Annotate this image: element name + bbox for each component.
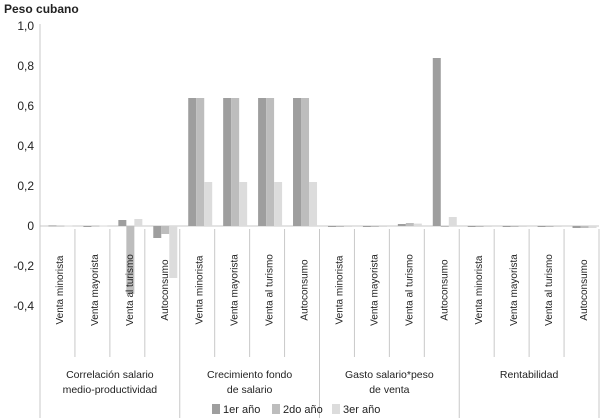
bar (161, 226, 170, 234)
bar (537, 226, 546, 227)
bar (440, 226, 449, 227)
bar (48, 225, 57, 227)
bar (432, 58, 441, 226)
category-label: Venta al turismo (265, 254, 276, 326)
bar (196, 98, 205, 226)
bar (378, 226, 387, 227)
y-tick-label: 0,6 (17, 99, 34, 113)
bar (188, 98, 197, 226)
bar (405, 223, 414, 226)
group-label: Crecimiento fondo (207, 369, 292, 381)
y-tick-label: -0,2 (13, 259, 34, 273)
bar (343, 226, 352, 227)
y-axis-title: Peso cubano (4, 2, 79, 16)
legend-swatch (272, 404, 280, 414)
bar (309, 182, 318, 226)
bar (448, 217, 457, 226)
bar (518, 226, 527, 227)
group-label: de salario (227, 384, 273, 396)
bar (588, 226, 597, 228)
bar (223, 98, 232, 226)
y-tick-label: 0,4 (17, 139, 34, 153)
y-tick-label: 0,8 (17, 59, 34, 73)
bar (274, 182, 283, 226)
bar (126, 226, 135, 294)
bar (153, 226, 162, 238)
bar (56, 225, 65, 227)
bar (301, 98, 310, 226)
bar (397, 224, 406, 226)
bar (169, 226, 178, 278)
category-label: Autoconsumo (579, 259, 590, 321)
category-label: Venta al turismo (404, 254, 415, 326)
bar (293, 98, 302, 226)
category-label: Venta minorista (195, 255, 206, 324)
legend-label: 2do año (283, 404, 323, 416)
y-tick-label: 0 (27, 219, 34, 233)
category-label: Autoconsumo (439, 259, 450, 321)
bar (553, 226, 562, 227)
bar (83, 226, 92, 227)
bar (510, 226, 519, 227)
category-label: Venta minorista (334, 255, 345, 324)
category-label: Autoconsumo (300, 259, 311, 321)
category-label: Venta mayorista (369, 254, 380, 326)
bar (370, 226, 379, 227)
bar (335, 226, 344, 227)
group-label: Rentabilidad (500, 369, 559, 381)
bar (475, 226, 484, 227)
y-tick-label: 0,2 (17, 179, 34, 193)
bar (266, 98, 275, 226)
legend-swatch (332, 404, 340, 414)
category-label: Venta mayorista (230, 254, 241, 326)
bar (572, 226, 581, 228)
category-label: Autoconsumo (160, 259, 171, 321)
bar (64, 225, 73, 227)
group-label: Correlación salario (66, 369, 154, 381)
group-label: medio-productividad (63, 384, 158, 396)
bar (362, 226, 371, 227)
legend-label: 1er año (223, 404, 260, 416)
bar (483, 226, 492, 227)
bar (231, 98, 240, 226)
legend-label: 3er año (343, 404, 380, 416)
legend-swatch (212, 404, 220, 414)
category-label: Venta al turismo (125, 254, 136, 326)
bar (91, 225, 100, 227)
group-label: de venta (369, 384, 409, 396)
y-tick-label: -0,4 (13, 299, 34, 313)
bar (327, 226, 336, 227)
bar (413, 223, 422, 226)
category-label: Venta minorista (55, 255, 66, 324)
y-tick-label: 1,0 (17, 19, 34, 33)
bar (134, 219, 143, 226)
bar (580, 226, 589, 228)
bar (545, 226, 554, 227)
bar (99, 225, 108, 227)
category-label: Venta mayorista (509, 254, 520, 326)
bar (467, 226, 476, 227)
bar (239, 182, 248, 226)
category-label: Venta mayorista (90, 254, 101, 326)
group-label: Gasto salario*peso (345, 369, 434, 381)
bar (118, 220, 127, 226)
bar (204, 182, 213, 226)
category-label: Venta al turismo (544, 254, 555, 326)
bar (258, 98, 267, 226)
category-label: Venta minorista (474, 255, 485, 324)
bar (502, 226, 511, 227)
